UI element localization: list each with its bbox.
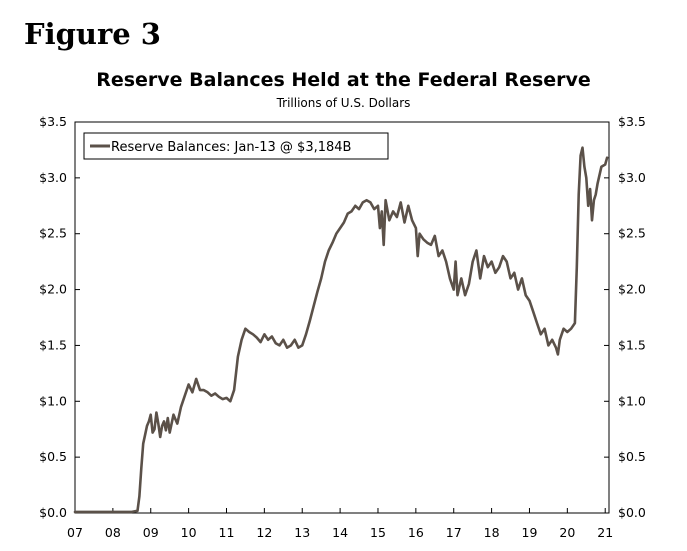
y-tick-label-right: $0.5	[618, 449, 646, 464]
y-tick-label-left: $3.5	[39, 114, 67, 129]
x-tick-label: 13	[294, 525, 310, 540]
x-tick-label: 07	[67, 525, 83, 540]
y-tick-label-right: $0.0	[618, 505, 646, 520]
x-tick-label: 08	[105, 525, 121, 540]
y-tick-label-right: $1.0	[618, 393, 646, 408]
x-tick-label: 15	[370, 525, 386, 540]
y-tick-label-right: $1.5	[618, 337, 646, 352]
y-tick-label-left: $0.5	[39, 449, 67, 464]
y-tick-label-right: $3.0	[618, 170, 646, 185]
x-tick-label: 21	[597, 525, 613, 540]
y-tick-label-left: $2.5	[39, 226, 67, 241]
y-tick-label-left: $3.0	[39, 170, 67, 185]
x-tick-label: 09	[143, 525, 159, 540]
series-line-0	[73, 146, 609, 514]
x-tick-label: 12	[256, 525, 272, 540]
y-tick-label-left: $2.0	[39, 282, 67, 297]
x-tick-label: 19	[522, 525, 538, 540]
x-tick-label: 20	[559, 525, 575, 540]
x-tick-label: 10	[181, 525, 197, 540]
y-tick-label-left: $0.0	[39, 505, 67, 520]
y-tick-label-right: $2.0	[618, 282, 646, 297]
plot-frame	[74, 121, 610, 514]
x-tick-label: 11	[219, 525, 235, 540]
y-tick-label-right: $3.5	[618, 114, 646, 129]
legend-label: Reserve Balances: Jan-13 @ $3,184B	[111, 140, 351, 155]
y-tick-label-left: $1.0	[39, 393, 67, 408]
legend-box	[83, 132, 389, 160]
x-tick-label: 17	[446, 525, 462, 540]
y-tick-label-left: $1.5	[39, 337, 67, 352]
chart-subtitle: Trillions of U.S. Dollars	[276, 96, 411, 110]
x-tick-label: 18	[484, 525, 500, 540]
x-tick-label: 14	[332, 525, 348, 540]
y-tick-label-right: $2.5	[618, 226, 646, 241]
figure-label: Figure 3	[24, 17, 161, 51]
x-tick-label: 16	[408, 525, 424, 540]
chart-title: Reserve Balances Held at the Federal Res…	[96, 69, 591, 91]
